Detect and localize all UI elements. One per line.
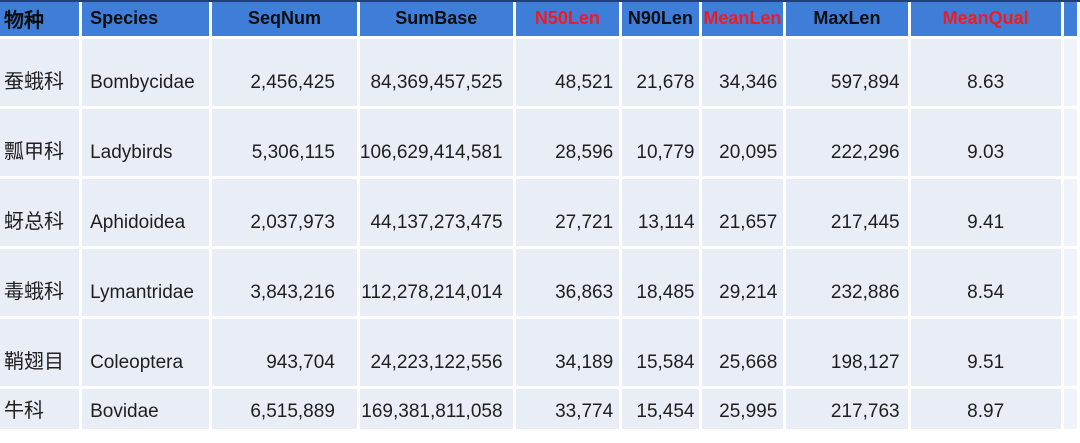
cell: 25,668 — [701, 319, 784, 386]
cell: 36,863 — [515, 249, 620, 316]
cell: 9.51 — [910, 319, 1061, 386]
column-header-n50len: N50Len — [515, 0, 620, 36]
cell: 8.97 — [910, 389, 1061, 429]
cell: 21,657 — [701, 179, 784, 246]
cell: 8.54 — [910, 249, 1061, 316]
cell: 10,779 — [622, 109, 699, 176]
cell: 48,521 — [515, 39, 620, 106]
cell-edge-sliver — [1063, 319, 1077, 386]
cell: 2,456,425 — [212, 39, 357, 106]
cell-edge-sliver — [1063, 109, 1077, 176]
column-header-species: Species — [82, 0, 210, 36]
cell: 鞘翅目 — [0, 319, 80, 386]
cell: Aphidoidea — [82, 179, 210, 246]
table-row: 瓢甲科 Ladybirds 5,306,115 106,629,414,581 28,5… — [0, 109, 1077, 176]
cell: 13,114 — [622, 179, 699, 246]
cell-edge-sliver — [1063, 179, 1077, 246]
cell-edge-sliver — [1063, 389, 1077, 429]
cell: 597,894 — [786, 39, 908, 106]
column-header-maxlen: MaxLen — [786, 0, 908, 36]
cell: Bovidae — [82, 389, 210, 429]
table-row: 毒蛾科 Lymantridae 3,843,216 112,278,214,014 36… — [0, 249, 1077, 316]
cell: 15,584 — [622, 319, 699, 386]
cell: 瓢甲科 — [0, 109, 80, 176]
cell: 25,995 — [701, 389, 784, 429]
table-header: 物种 Species SeqNum SumBase N50Len N90Len MeanLe… — [0, 0, 1077, 36]
header-edge-sliver — [1063, 0, 1077, 36]
cell: 3,843,216 — [212, 249, 357, 316]
column-header-物种: 物种 — [0, 0, 80, 36]
cell: 8.63 — [910, 39, 1061, 106]
column-header-meanlen: MeanLen — [701, 0, 784, 36]
cell: Coleoptera — [82, 319, 210, 386]
cell: 27,721 — [515, 179, 620, 246]
table-row: 鞘翅目 Coleoptera 943,704 24,223,122,556 34,189… — [0, 319, 1077, 386]
cell: 106,629,414,581 — [359, 109, 513, 176]
cell: 6,515,889 — [212, 389, 357, 429]
table-row: 蚜总科 Aphidoidea 2,037,973 44,137,273,475 27,7… — [0, 179, 1077, 246]
cell: 18,485 — [622, 249, 699, 316]
cell: 217,445 — [786, 179, 908, 246]
cell: 2,037,973 — [212, 179, 357, 246]
cell: 29,214 — [701, 249, 784, 316]
cell: 15,454 — [622, 389, 699, 429]
cell: 222,296 — [786, 109, 908, 176]
cell: 84,369,457,525 — [359, 39, 513, 106]
cell: 毒蛾科 — [0, 249, 80, 316]
cell: 20,095 — [701, 109, 784, 176]
cell-edge-sliver — [1063, 249, 1077, 316]
cell-edge-sliver — [1063, 39, 1077, 106]
cell: 蚕蛾科 — [0, 39, 80, 106]
column-header-sumbase: SumBase — [359, 0, 513, 36]
column-header-seqnum: SeqNum — [212, 0, 357, 36]
cell: 21,678 — [622, 39, 699, 106]
table-top-border — [0, 0, 1080, 2]
column-header-meanqual: MeanQual — [910, 0, 1061, 36]
species-stats-table: 物种 Species SeqNum SumBase N50Len N90Len MeanLe… — [0, 0, 1077, 429]
cell: 牛科 — [0, 389, 80, 429]
cell: 5,306,115 — [212, 109, 357, 176]
table-row: 牛科 Bovidae 6,515,889 169,381,811,058 33,774 1… — [0, 389, 1077, 429]
column-header-n90len: N90Len — [622, 0, 699, 36]
cell: 943,704 — [212, 319, 357, 386]
cell: 198,127 — [786, 319, 908, 386]
cell: 33,774 — [515, 389, 620, 429]
cell: Ladybirds — [82, 109, 210, 176]
table-row: 蚕蛾科 Bombycidae 2,456,425 84,369,457,525 48,5… — [0, 39, 1077, 106]
cell: Bombycidae — [82, 39, 210, 106]
table-body: 蚕蛾科 Bombycidae 2,456,425 84,369,457,525 48,5… — [0, 39, 1077, 429]
cell: 217,763 — [786, 389, 908, 429]
cell: 9.41 — [910, 179, 1061, 246]
cell: 9.03 — [910, 109, 1061, 176]
cell: 24,223,122,556 — [359, 319, 513, 386]
cell: 34,346 — [701, 39, 784, 106]
cell: 232,886 — [786, 249, 908, 316]
cell: Lymantridae — [82, 249, 210, 316]
cell: 169,381,811,058 — [359, 389, 513, 429]
cell: 44,137,273,475 — [359, 179, 513, 246]
cell: 34,189 — [515, 319, 620, 386]
cell: 蚜总科 — [0, 179, 80, 246]
cell: 28,596 — [515, 109, 620, 176]
cell: 112,278,214,014 — [359, 249, 513, 316]
header-row: 物种 Species SeqNum SumBase N50Len N90Len MeanLe… — [0, 0, 1077, 36]
